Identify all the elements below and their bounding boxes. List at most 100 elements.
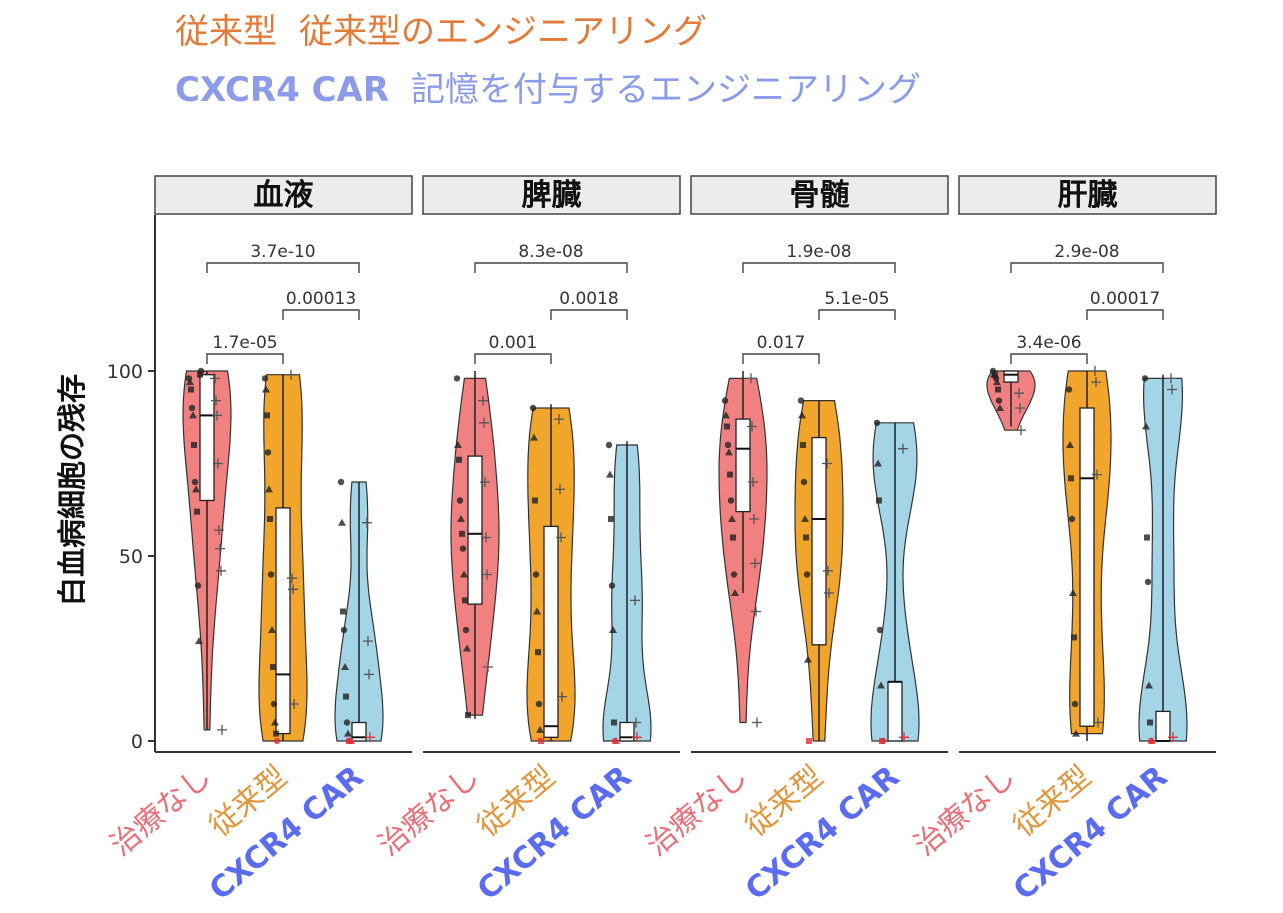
data-point-plus xyxy=(213,458,223,469)
data-point xyxy=(270,664,276,670)
significance-bracket xyxy=(206,353,284,364)
data-point xyxy=(800,478,808,486)
data-point xyxy=(801,515,809,522)
box xyxy=(887,681,903,742)
data-point xyxy=(457,515,465,522)
significance-bracket xyxy=(818,309,896,320)
data-point-plus xyxy=(288,584,298,595)
y-tick-label: 50 xyxy=(119,546,143,568)
data-point-plus xyxy=(748,477,758,487)
data-point-plus xyxy=(747,421,757,432)
data-point xyxy=(1142,422,1150,430)
data-point-plus xyxy=(899,732,909,743)
data-point-plus xyxy=(1090,366,1100,376)
data-point-plus xyxy=(631,717,641,728)
data-point-plus xyxy=(364,669,374,680)
x-category-label: 治療なし xyxy=(104,759,218,863)
data-point-plus xyxy=(630,595,640,606)
data-point xyxy=(456,456,462,463)
box xyxy=(467,455,483,605)
legend-conventional-label: 従来型 xyxy=(175,12,277,52)
data-point xyxy=(462,597,468,604)
box xyxy=(275,507,291,735)
strip-title: 肝臓 xyxy=(1058,178,1118,213)
p-value-label: 0.001 xyxy=(489,333,538,353)
data-point xyxy=(721,397,729,404)
data-point xyxy=(264,449,272,456)
data-point-plus xyxy=(554,414,564,425)
data-point xyxy=(535,700,543,708)
data-point xyxy=(731,589,739,596)
legend-cxcr4-label: CXCR4 CAR xyxy=(175,70,390,110)
data-point xyxy=(724,441,732,449)
strip-title: 脾臓 xyxy=(522,178,582,213)
data-point-plus xyxy=(751,606,761,617)
data-point-plus xyxy=(1093,717,1103,728)
significance-bracket xyxy=(550,309,628,320)
data-point xyxy=(453,375,461,382)
data-point xyxy=(463,644,471,652)
data-point xyxy=(344,729,352,737)
data-point-plus xyxy=(1091,377,1101,388)
data-point xyxy=(188,404,196,412)
significance-bracket xyxy=(474,353,552,364)
data-point xyxy=(195,637,203,645)
data-point-plus xyxy=(481,532,491,543)
data-point-plus xyxy=(1168,732,1178,743)
p-value-label: 0.00013 xyxy=(286,289,356,309)
data-point-plus xyxy=(632,732,642,743)
data-point-plus xyxy=(363,636,373,647)
data-point xyxy=(538,738,544,744)
data-point-plus xyxy=(211,395,221,406)
data-point xyxy=(798,411,806,419)
data-point xyxy=(265,485,273,493)
data-point xyxy=(724,423,730,430)
data-point xyxy=(456,497,464,504)
p-value-label: 2.9e-08 xyxy=(1054,242,1119,262)
data-point xyxy=(873,419,881,426)
data-point xyxy=(722,411,730,419)
data-point xyxy=(465,712,471,719)
data-point xyxy=(608,516,614,522)
data-point-plus xyxy=(823,565,833,576)
data-point xyxy=(532,571,540,578)
data-point xyxy=(197,367,205,375)
data-point xyxy=(267,516,273,522)
strip-title: 骨髄 xyxy=(790,178,850,213)
data-point xyxy=(340,608,346,615)
data-point-plus xyxy=(746,373,756,384)
legend-conventional-desc: 従来型のエンジニアリング xyxy=(299,12,707,52)
data-point xyxy=(270,700,278,708)
p-value-label: 3.7e-10 xyxy=(250,242,315,262)
data-point-plus xyxy=(479,417,489,428)
significance-bracket xyxy=(742,262,896,273)
data-point-plus xyxy=(557,691,567,702)
data-point xyxy=(876,497,882,504)
strip-header xyxy=(154,175,413,215)
data-point-plus xyxy=(365,732,375,743)
data-point-plus xyxy=(750,558,760,569)
data-point xyxy=(1148,737,1156,744)
data-point-plus xyxy=(822,458,832,469)
box xyxy=(1079,407,1095,727)
data-point xyxy=(803,534,809,541)
data-point xyxy=(1071,700,1079,708)
data-point-plus xyxy=(1092,469,1102,480)
data-point xyxy=(454,441,462,448)
x-category-label: 治療なし xyxy=(908,759,1022,863)
data-point xyxy=(189,411,197,419)
data-point xyxy=(264,412,270,419)
data-point-plus xyxy=(215,543,225,554)
data-point xyxy=(343,693,349,700)
data-point xyxy=(1066,441,1074,448)
x-category-label: 治療なし xyxy=(640,759,754,863)
strip-header xyxy=(958,175,1217,215)
data-point xyxy=(341,663,349,670)
data-point-plus xyxy=(286,369,296,380)
data-point xyxy=(611,719,617,726)
data-point xyxy=(536,725,544,733)
data-point xyxy=(727,497,735,504)
